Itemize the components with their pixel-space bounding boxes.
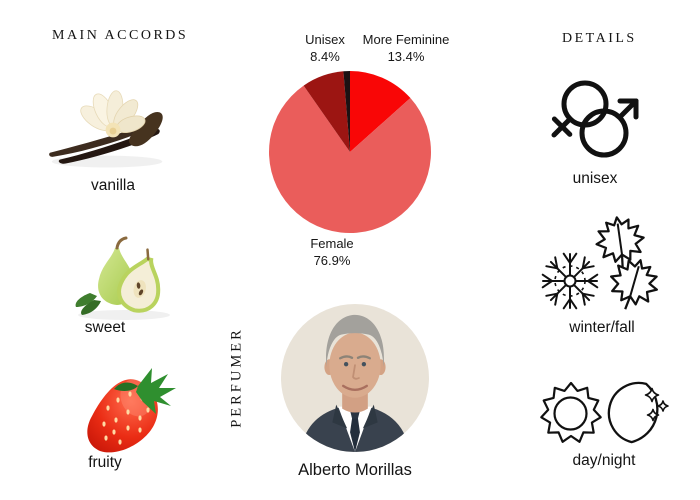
detail-label-day-night: day/night	[572, 452, 636, 469]
strawberry-image	[56, 364, 182, 458]
pie-label-more-feminine: More Feminine 13.4%	[362, 32, 450, 64]
pie-slice-unisex	[303, 71, 350, 152]
accord-label-sweet: sweet	[84, 319, 126, 336]
pear-image	[68, 236, 186, 320]
sun-icon	[540, 381, 602, 443]
accord-label-vanilla: vanilla	[91, 177, 135, 194]
pie-slice-more-feminine	[350, 71, 411, 152]
perfumer-name: Alberto Morillas	[298, 461, 412, 479]
details-header: DETAILS	[562, 31, 637, 46]
pie-slice-other	[343, 71, 350, 152]
perfumer-photo	[281, 304, 429, 452]
accord-label-fruity: fruity	[88, 454, 122, 471]
detail-label-winter-fall: winter/fall	[569, 319, 635, 336]
star-sparkles-icon	[644, 387, 669, 422]
gender-pie-chart	[260, 62, 440, 242]
pie-slice-female	[268, 85, 431, 233]
maple-leaves-icon	[592, 213, 665, 317]
vanilla-flower	[80, 90, 146, 138]
day-night-icons	[537, 376, 671, 450]
vanilla-image	[44, 90, 182, 174]
winter-fall-icons	[536, 213, 668, 317]
unisex-icon	[545, 76, 645, 164]
pie-label-female: Female 76.9%	[310, 236, 354, 268]
perfumer-section-label: PERFUMER	[228, 327, 245, 428]
detail-label-unisex: unisex	[572, 170, 618, 187]
main-accords-header: MAIN ACCORDS	[52, 28, 189, 43]
strawberry-leaves	[114, 368, 176, 414]
pie-label-unisex: Unisex 8.4%	[305, 32, 345, 64]
moon-icon	[607, 381, 669, 444]
snowflake-icon	[541, 252, 599, 310]
